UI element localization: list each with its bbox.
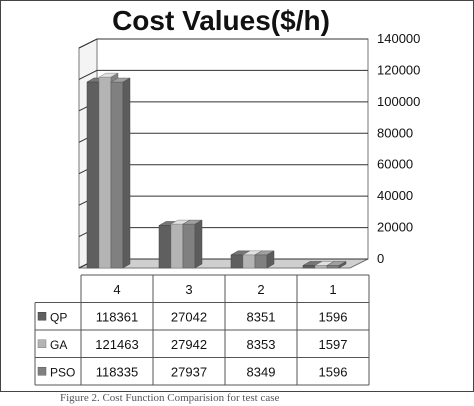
bar-side bbox=[122, 77, 131, 269]
gridline bbox=[78, 69, 368, 80]
table-value: 1597 bbox=[319, 337, 348, 352]
table-value: 27942 bbox=[171, 337, 207, 352]
x-category-label: 2 bbox=[257, 282, 264, 297]
figure-caption: Figure 2. Cost Function Comparision for … bbox=[60, 392, 280, 404]
legend-label: GA bbox=[50, 338, 67, 352]
table-value: 1596 bbox=[319, 364, 348, 379]
y-tick-label: 100000 bbox=[377, 94, 420, 109]
x-category-label: 4 bbox=[113, 282, 120, 297]
y-tick-label: 20000 bbox=[377, 220, 413, 235]
table-value: 118335 bbox=[96, 364, 138, 379]
bar bbox=[110, 81, 124, 269]
y-tick-label: 140000 bbox=[377, 31, 420, 46]
table-value: 1596 bbox=[319, 309, 348, 324]
bar bbox=[314, 265, 328, 269]
y-tick-label: 40000 bbox=[377, 188, 413, 203]
bar bbox=[182, 223, 196, 269]
legend-label: PSO bbox=[50, 365, 75, 379]
chart-frame: Cost Values($/h) 140000 120000 100000 80000… bbox=[0, 0, 474, 392]
bar bbox=[170, 223, 184, 269]
plot-back-wall bbox=[96, 38, 369, 260]
table-value: 8349 bbox=[247, 364, 276, 379]
y-tick-label: 80000 bbox=[377, 125, 413, 140]
legend-swatch bbox=[37, 367, 47, 376]
x-category-label: 3 bbox=[185, 282, 192, 297]
legend-swatch bbox=[37, 312, 47, 321]
table-value: 27042 bbox=[171, 309, 207, 324]
table-value: 118361 bbox=[96, 309, 138, 324]
bar-side bbox=[266, 250, 275, 269]
table-value: 8353 bbox=[247, 337, 276, 352]
legend-label: QP bbox=[50, 310, 67, 324]
table-value: 8351 bbox=[247, 309, 276, 324]
bar bbox=[302, 265, 316, 269]
bar bbox=[242, 254, 256, 269]
table-value: 27937 bbox=[171, 364, 207, 379]
y-tick-label: 120000 bbox=[377, 62, 420, 77]
legend-swatch bbox=[37, 339, 47, 348]
y-tick-label: 0 bbox=[377, 251, 384, 266]
bar bbox=[326, 265, 340, 269]
bar-side bbox=[194, 219, 203, 269]
x-category-label: 1 bbox=[329, 282, 336, 297]
chart-plot: 140000 120000 100000 80000 60000 40000 20000 0 4… bbox=[34, 31, 420, 386]
bar bbox=[98, 76, 112, 269]
table-value: 121463 bbox=[95, 337, 138, 352]
chart-title: Cost Values($/h) bbox=[112, 5, 330, 36]
bar-side bbox=[338, 261, 347, 269]
gridline bbox=[78, 38, 368, 49]
bar bbox=[158, 225, 172, 269]
y-tick-label: 60000 bbox=[377, 157, 413, 172]
bar bbox=[86, 81, 100, 269]
bar bbox=[230, 254, 244, 269]
bar bbox=[254, 254, 268, 269]
